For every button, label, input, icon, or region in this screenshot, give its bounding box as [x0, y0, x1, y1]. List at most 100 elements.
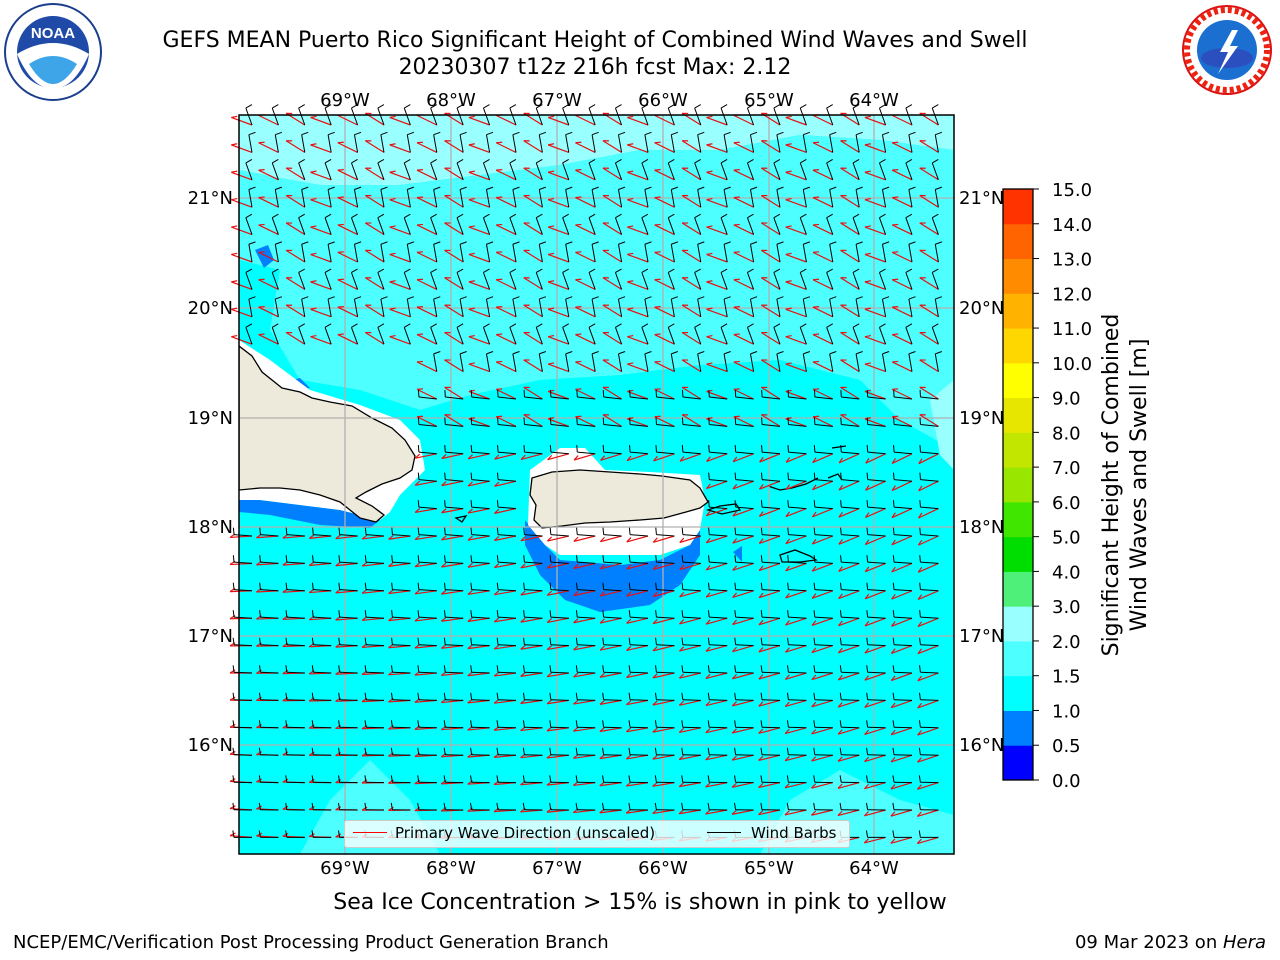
wind-barb	[776, 244, 781, 263]
wind-barb	[591, 298, 596, 317]
wave-arrow-head	[731, 701, 737, 707]
wave-arrow	[231, 171, 253, 181]
wind-barb	[418, 616, 437, 619]
wind-barb	[709, 479, 728, 482]
wave-arrow-head	[890, 675, 896, 681]
wind-barb-flag	[301, 241, 309, 245]
wind-barb	[709, 699, 728, 701]
wave-arrow-head	[388, 562, 394, 567]
wind-barb	[260, 561, 279, 564]
wave-arrow-head	[892, 196, 899, 199]
wind-barb-flag	[496, 775, 499, 783]
wave-arrow	[890, 727, 913, 736]
wind-barb-flag	[443, 692, 446, 700]
wind-barb-flag	[866, 610, 869, 618]
wave-arrow-head	[282, 751, 289, 756]
wave-arrow	[575, 279, 596, 290]
wind-barb-flag	[311, 720, 314, 728]
wind-barb-flag	[403, 323, 411, 328]
wave-arrow	[891, 142, 913, 153]
wave-arrow-head	[837, 729, 843, 735]
wind-barb-flag	[750, 186, 758, 190]
wind-barb	[735, 506, 754, 510]
wind-barb	[471, 561, 490, 564]
wind-barb-flag	[905, 158, 913, 164]
wave-arrow-head	[468, 280, 475, 283]
wave-arrow	[602, 222, 622, 236]
wave-arrow-head	[837, 702, 843, 708]
wind-barb	[894, 479, 913, 482]
wind-barb-flag	[403, 158, 411, 164]
wind-barb	[878, 107, 887, 126]
wind-barb-flag	[654, 802, 657, 810]
wind-barb-flag	[338, 692, 341, 700]
wind-barb	[248, 244, 253, 263]
wave-arrow	[575, 388, 596, 400]
wind-barb-flag	[720, 268, 728, 273]
wave-arrow	[523, 304, 543, 318]
wave-arrow	[865, 562, 886, 573]
wind-barb-flag	[486, 131, 494, 136]
wind-barb-flag	[786, 802, 789, 810]
wind-barb-flag	[549, 665, 552, 673]
wave-arrow	[231, 226, 253, 236]
wind-barb-flag	[601, 802, 605, 810]
wave-arrow-head	[678, 673, 685, 679]
wave-arrow	[785, 672, 807, 680]
wind-barb-flag	[787, 500, 789, 508]
wind-barb-flag	[285, 775, 288, 783]
wave-arrow-head	[599, 727, 605, 732]
wind-barb	[550, 726, 569, 729]
wave-arrow	[919, 167, 939, 181]
wind-barb	[248, 298, 253, 317]
wind-barb	[841, 644, 860, 647]
wave-arrow	[785, 699, 807, 708]
wind-barb	[644, 189, 649, 208]
wind-barb	[512, 353, 517, 372]
wind-barb-flag	[324, 158, 332, 164]
wind-barb	[418, 506, 437, 510]
colorbar-segment	[1003, 293, 1033, 329]
wind-barb	[802, 298, 807, 317]
wave-arrow-head	[310, 307, 317, 310]
wind-barb-flag	[908, 186, 916, 190]
wave-arrow-head	[652, 673, 658, 679]
wave-arrow	[388, 617, 411, 622]
wave-arrow	[705, 809, 728, 815]
wind-barb	[550, 671, 569, 674]
wind-barb	[445, 534, 464, 537]
wave-arrow-head	[758, 592, 764, 599]
wave-arrow-head	[864, 225, 871, 228]
wind-barb	[498, 589, 517, 592]
wind-barb-flag	[417, 610, 420, 618]
wave-arrow	[575, 361, 596, 373]
wind-barb-flag	[602, 665, 605, 673]
wave-arrow	[917, 836, 939, 845]
wave-arrow-head	[758, 538, 764, 544]
wind-barb	[894, 616, 913, 619]
wave-arrow	[520, 699, 543, 705]
wind-barb-flag	[826, 104, 833, 109]
wind-barb-flag	[301, 296, 309, 300]
wind-barb-flag	[576, 555, 578, 563]
wave-arrow-head	[811, 566, 817, 572]
wave-arrow	[891, 590, 913, 600]
wind-barb-flag	[641, 158, 649, 164]
wind-barb-flag	[892, 692, 895, 700]
wind-barb-flag	[760, 637, 763, 645]
wind-barb-flag	[628, 747, 631, 755]
wave-arrow	[705, 590, 728, 598]
wave-arrow	[891, 279, 913, 290]
wave-arrow-head	[388, 534, 394, 540]
wind-barb	[324, 272, 332, 290]
wave-arrow-head	[785, 538, 790, 545]
wave-arrow-head	[785, 143, 792, 146]
wave-arrow	[573, 535, 596, 542]
wave-arrow-head	[890, 784, 896, 790]
wind-barb-flag	[892, 500, 895, 508]
wind-barb	[841, 424, 860, 427]
wind-barb	[814, 616, 833, 619]
wave-arrow	[388, 562, 411, 567]
wind-barb-flag	[539, 351, 547, 355]
wave-arrow	[231, 308, 253, 318]
